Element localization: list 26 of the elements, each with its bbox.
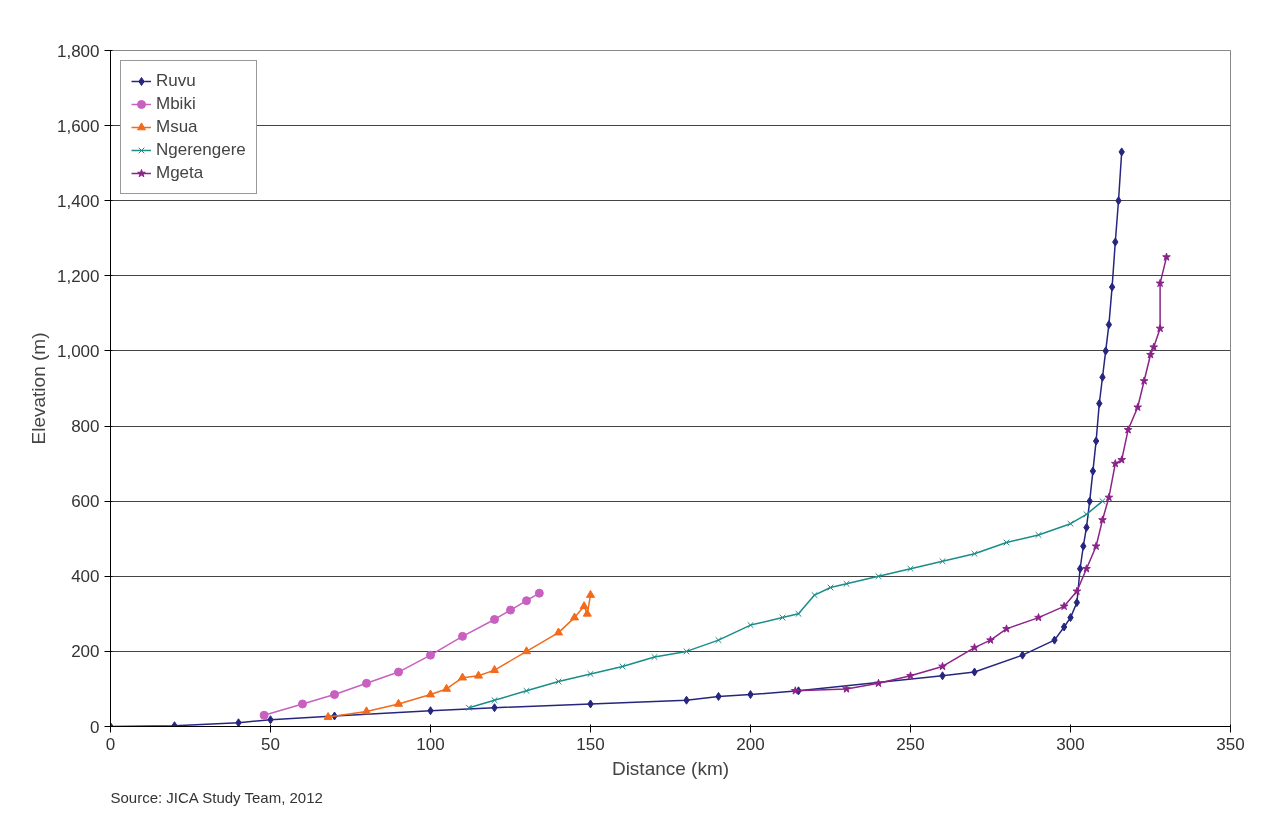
- x-tick-label: 300: [1056, 734, 1085, 754]
- y-tick-label: 400: [71, 567, 100, 587]
- y-tick-label: 600: [71, 492, 100, 512]
- x-tick-label: 50: [261, 734, 280, 754]
- y-tick-label: 1,400: [56, 191, 100, 211]
- source-note: Source: JICA Study Team, 2012: [110, 788, 323, 806]
- y-tick-label: 1,800: [56, 41, 100, 61]
- legend-label: Msua: [156, 117, 198, 137]
- y-tick-label: 1,200: [56, 266, 100, 286]
- y-tick-label: 800: [71, 417, 100, 437]
- y-tick-label: 1,000: [56, 341, 100, 361]
- y-tick-label: 200: [71, 642, 100, 662]
- x-tick-label: 350: [1216, 734, 1245, 754]
- x-tick-label: 250: [896, 734, 925, 754]
- x-tick-label: 0: [105, 734, 116, 754]
- legend-label: Ngerengere: [156, 140, 246, 160]
- y-tick-label: 1,600: [56, 116, 100, 136]
- legend-label: Mgeta: [156, 163, 204, 183]
- legend-label: Ruvu: [156, 71, 196, 91]
- x-axis-title: Distance (km): [611, 757, 730, 779]
- y-tick-label: 0: [90, 717, 100, 737]
- x-tick-label: 200: [736, 734, 765, 754]
- y-axis-title: Elevation (m): [27, 332, 49, 445]
- legend-label: Mbiki: [156, 94, 196, 114]
- x-tick-label: 100: [416, 734, 445, 754]
- x-tick-label: 150: [576, 734, 605, 754]
